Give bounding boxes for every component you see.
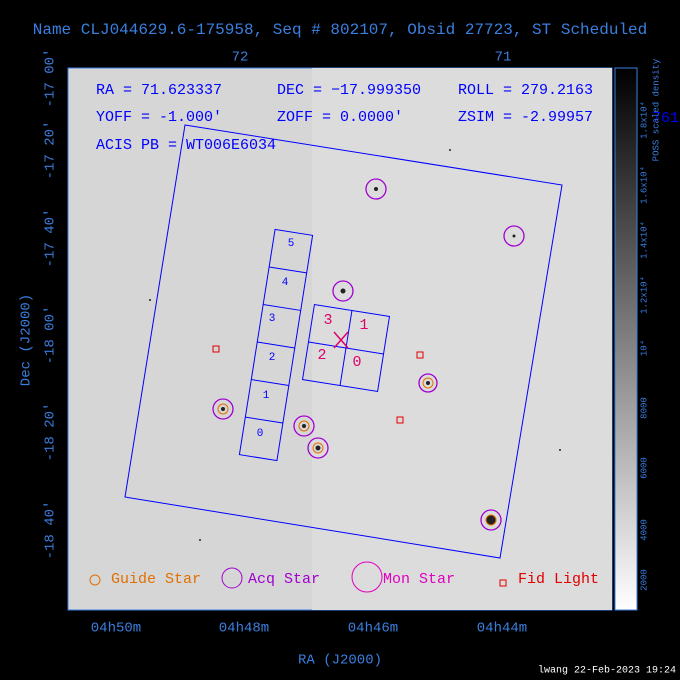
legend-label: Mon Star (383, 571, 455, 588)
chip-label: 3 (323, 312, 332, 329)
colorbar-label: POSS scaled density (651, 58, 661, 161)
chip-label: 5 (288, 238, 295, 250)
left-tick: -18 40' (43, 501, 59, 560)
legend-marks (89, 561, 507, 593)
chip-label: 2 (269, 352, 276, 364)
colorbar-tick: 6000 (639, 457, 649, 479)
colorbar-tick: 2000 (639, 569, 649, 591)
info-overflow: 761 (652, 110, 679, 127)
info-text: ACIS PB = WT006E6034 (96, 137, 276, 154)
colorbar-tick: 1.8x10⁴ (638, 101, 649, 139)
info-text: RA = 71.623337 (96, 82, 222, 99)
legend-label: Acq Star (248, 571, 320, 588)
fov (124, 124, 563, 559)
colorbar-tick: 1.4x10⁴ (638, 221, 649, 259)
colorbar-tick: 1.2x10⁴ (638, 276, 649, 314)
colorbar-tick: 8000 (639, 397, 649, 419)
info-text: DEC = −17.999350 (277, 82, 421, 99)
bottom-label: RA (J2000) (298, 653, 382, 669)
chip-label: 4 (282, 277, 289, 289)
top-tick: 71 (495, 50, 512, 66)
left-tick: -17 40' (43, 209, 59, 268)
colorbar-tick: 10⁴ (638, 340, 649, 356)
chip-label: 0 (352, 354, 361, 371)
colorbar-tick: 1.6x10⁴ (638, 166, 649, 204)
guide-stars (217, 377, 497, 526)
colorbar-tick: 4000 (639, 519, 649, 541)
chip-label: 3 (269, 313, 276, 325)
acq-stars (212, 178, 525, 531)
aimpoint (333, 331, 349, 349)
bottom-tick: 04h44m (477, 621, 527, 637)
fid-lights (212, 345, 424, 424)
chip-label: 1 (263, 390, 270, 402)
acis-s (238, 228, 314, 462)
legend-label: Guide Star (111, 571, 201, 588)
info-text: YOFF = -1.000' (96, 109, 222, 126)
colorbar (614, 67, 638, 611)
chip-label: 1 (359, 317, 368, 334)
title: Name CLJ044629.6-175958, Seq # 802107, O… (33, 21, 648, 39)
info-text: ZSIM = -2.99957 (458, 109, 593, 126)
info-text: ZOFF = 0.0000' (277, 109, 403, 126)
chip-label: 0 (257, 428, 264, 440)
stars (149, 149, 561, 541)
sky-panel (312, 68, 612, 610)
top-tick: 72 (232, 50, 249, 66)
footer: lwang 22-Feb-2023 19:24 (538, 665, 676, 677)
bottom-tick: 04h50m (91, 621, 141, 637)
left-tick: -17 00' (43, 49, 59, 108)
chip-label: 2 (317, 347, 326, 364)
left-tick: -18 20' (43, 403, 59, 462)
legend-label: Fid Light (518, 571, 599, 588)
left-tick: -18 00' (43, 306, 59, 365)
acis-i (301, 303, 391, 393)
left-tick: -17 20' (43, 121, 59, 180)
bottom-tick: 04h48m (219, 621, 269, 637)
bottom-tick: 04h46m (348, 621, 398, 637)
info-text: ROLL = 279.2163 (458, 82, 593, 99)
left-label: Dec (J2000) (19, 294, 35, 386)
